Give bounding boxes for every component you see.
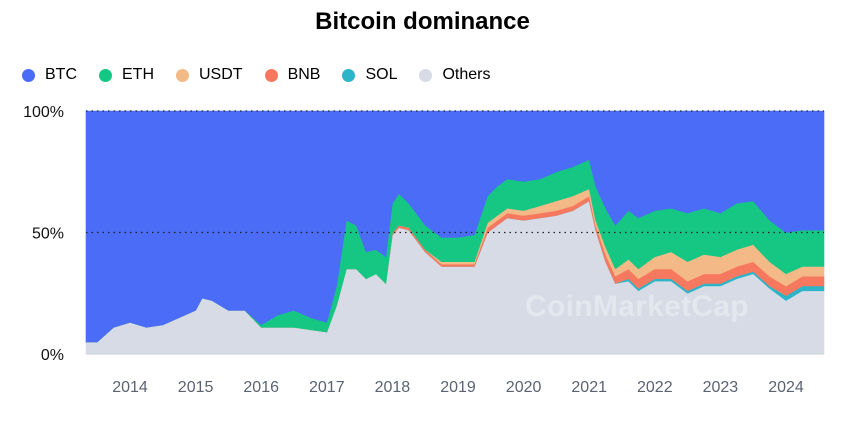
x-tick-label: 2016 xyxy=(243,379,279,396)
y-tick-label: 50% xyxy=(32,226,64,243)
x-tick-label: 2021 xyxy=(571,379,607,396)
area-btc[interactable] xyxy=(85,110,825,343)
x-tick-label: 2018 xyxy=(375,379,411,396)
legend-item-usdt[interactable]: USDT xyxy=(176,66,243,84)
legend-swatch xyxy=(99,68,112,82)
legend-label: USDT xyxy=(199,66,243,83)
x-axis-ticks: 2014 2015 2016 2017 2018 2019 2020 2021 2022 2023… xyxy=(112,379,804,396)
legend-item-eth[interactable]: ETH xyxy=(99,66,154,84)
y-axis-ticks: 0% 50% 100% xyxy=(23,104,64,364)
y-tick-label: 100% xyxy=(23,104,64,121)
x-tick-label: 2023 xyxy=(703,379,739,396)
x-tick-label: 2017 xyxy=(309,379,345,396)
legend-label: BNB xyxy=(287,66,321,83)
legend-label: SOL xyxy=(365,66,398,83)
legend-label: ETH xyxy=(122,66,154,83)
legend-label: Others xyxy=(442,66,491,83)
watermark-text: CoinMarketCap xyxy=(525,290,749,323)
chart-title: Bitcoin dominance xyxy=(315,8,530,35)
x-tick-label: 2020 xyxy=(506,379,542,396)
legend-label: BTC xyxy=(45,66,77,83)
x-tick-label: 2014 xyxy=(112,379,148,396)
legend-swatch xyxy=(342,68,356,82)
legend-item-sol[interactable]: SOL xyxy=(342,66,397,84)
x-tick-label: 2019 xyxy=(440,379,476,396)
x-tick-label: 2022 xyxy=(637,379,673,396)
x-tick-label: 2024 xyxy=(768,379,804,396)
y-tick-label: 0% xyxy=(41,347,64,364)
legend: BTC ETH USDT BNB SOL Others xyxy=(22,66,513,84)
legend-item-btc[interactable]: BTC xyxy=(22,66,77,84)
legend-item-others[interactable]: Others xyxy=(419,66,491,84)
legend-swatch xyxy=(176,68,189,82)
legend-swatch xyxy=(22,68,35,82)
legend-item-bnb[interactable]: BNB xyxy=(264,66,321,84)
legend-swatch xyxy=(419,68,433,82)
gridlines xyxy=(86,110,824,355)
x-tick-label: 2015 xyxy=(178,379,214,396)
legend-swatch xyxy=(264,68,278,82)
